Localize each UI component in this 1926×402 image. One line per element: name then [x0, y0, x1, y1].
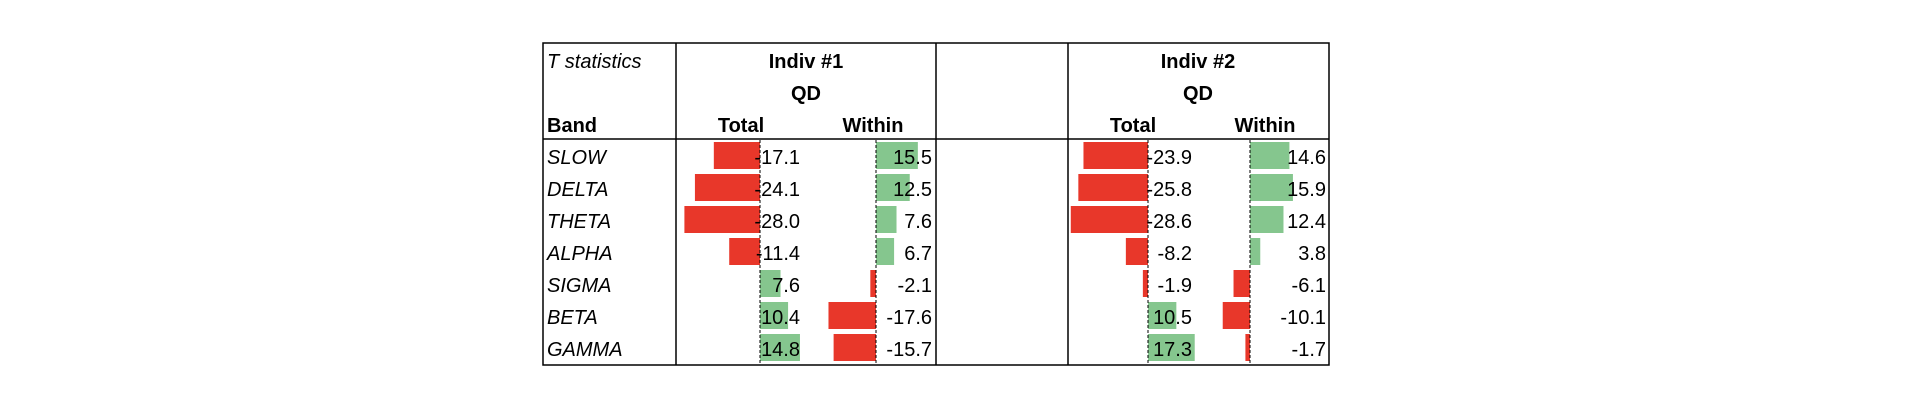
- table-row: GAMMA 14.8 -15.7 17.3 -1.7: [547, 339, 1326, 361]
- zero-axis-layer: [759, 140, 1251, 365]
- bar-gamma-indiv2-within: [1245, 334, 1250, 361]
- table-grid: [542, 42, 1330, 366]
- value-label-indiv1-within: 6.7: [904, 243, 932, 265]
- bar-alpha-indiv1-total: [729, 238, 760, 265]
- value-label-indiv2-total: -25.8: [1146, 179, 1192, 201]
- value-label-indiv2-within: 12.4: [1287, 211, 1326, 233]
- table-row: SLOW -17.1 15.5 -23.9 14.6: [547, 147, 1326, 169]
- band-label: GAMMA: [547, 339, 623, 361]
- bar-sigma-indiv1-total: [760, 270, 781, 297]
- table-body: SLOW -17.1 15.5 -23.9 14.6 DELTA -24.1 12.5 -25.…: [546, 147, 1326, 361]
- group-1-total-header: Total: [718, 115, 764, 137]
- value-label-indiv2-total: -1.9: [1158, 275, 1192, 297]
- bar-beta-indiv2-total: [1148, 302, 1177, 329]
- table-row: DELTA -24.1 12.5 -25.8 15.9: [547, 179, 1326, 201]
- bar-theta-indiv2-within: [1250, 206, 1284, 233]
- value-label-indiv1-within: 15.5: [893, 147, 932, 169]
- bar-slow-indiv1-total: [713, 142, 760, 169]
- table-row: THETA -28.0 7.6 -28.6 12.4: [547, 211, 1326, 233]
- value-label-indiv2-within: 3.8: [1298, 243, 1326, 265]
- bar-delta-indiv1-within: [876, 174, 910, 201]
- value-label-indiv1-within: 7.6: [904, 211, 932, 233]
- data-bars-layer: [684, 142, 1293, 361]
- value-label-indiv1-total: -28.0: [754, 211, 800, 233]
- band-label: THETA: [547, 211, 611, 233]
- table-row: ALPHA -11.4 6.7 -8.2 3.8: [546, 243, 1326, 265]
- band-header: Band: [547, 115, 597, 137]
- bar-delta-indiv2-within: [1250, 174, 1293, 201]
- bar-theta-indiv1-total: [684, 206, 760, 233]
- group-1-within-header: Within: [843, 115, 904, 137]
- value-label-indiv1-within: 12.5: [893, 179, 932, 201]
- value-label-indiv2-within: 14.6: [1287, 147, 1326, 169]
- bar-sigma-indiv2-total: [1142, 270, 1148, 297]
- bar-slow-indiv2-within: [1250, 142, 1290, 169]
- value-label-indiv1-total: 14.8: [761, 339, 800, 361]
- bar-sigma-indiv1-within: [870, 270, 876, 297]
- value-label-indiv1-within: -17.6: [886, 307, 932, 329]
- value-label-indiv1-within: -15.7: [886, 339, 932, 361]
- value-label-indiv1-total: -17.1: [754, 147, 800, 169]
- band-label: SLOW: [547, 147, 608, 169]
- value-label-indiv1-total: 7.6: [772, 275, 800, 297]
- bar-slow-indiv1-within: [876, 142, 918, 169]
- value-label-indiv1-within: -2.1: [898, 275, 932, 297]
- group-2-subtitle: QD: [1183, 83, 1213, 105]
- table-row: SIGMA 7.6 -2.1 -1.9 -6.1: [547, 275, 1326, 297]
- bar-beta-indiv1-total: [760, 302, 789, 329]
- value-label-indiv2-within: -10.1: [1280, 307, 1326, 329]
- bar-delta-indiv1-total: [694, 174, 760, 201]
- group-2-within-header: Within: [1235, 115, 1296, 137]
- bar-delta-indiv2-total: [1078, 174, 1148, 201]
- value-label-indiv2-total: 10.5: [1153, 307, 1192, 329]
- band-label: SIGMA: [547, 275, 611, 297]
- bar-alpha-indiv2-total: [1125, 238, 1148, 265]
- bar-gamma-indiv2-total: [1148, 334, 1195, 361]
- bar-gamma-indiv1-within: [833, 334, 876, 361]
- bar-slow-indiv2-total: [1083, 142, 1148, 169]
- value-label-indiv2-total: -23.9: [1146, 147, 1192, 169]
- table-row: BETA 10.4 -17.6 10.5 -10.1: [547, 307, 1326, 329]
- value-label-indiv2-within: -6.1: [1292, 275, 1326, 297]
- bar-theta-indiv2-total: [1070, 206, 1148, 233]
- band-label: DELTA: [547, 179, 609, 201]
- bar-beta-indiv1-within: [828, 302, 876, 329]
- value-label-indiv2-within: -1.7: [1292, 339, 1326, 361]
- value-label-indiv2-within: 15.9: [1287, 179, 1326, 201]
- bar-alpha-indiv1-within: [876, 238, 895, 265]
- value-label-indiv2-total: 17.3: [1153, 339, 1192, 361]
- value-label-indiv2-total: -28.6: [1146, 211, 1192, 233]
- value-label-indiv2-total: -8.2: [1158, 243, 1192, 265]
- band-label: ALPHA: [546, 243, 613, 265]
- value-label-indiv1-total: 10.4: [761, 307, 800, 329]
- value-label-indiv1-total: -11.4: [756, 243, 800, 265]
- bar-theta-indiv1-within: [876, 206, 897, 233]
- group-1-title: Indiv #1: [769, 51, 843, 73]
- bar-gamma-indiv1-total: [760, 334, 800, 361]
- group-1-subtitle: QD: [791, 83, 821, 105]
- group-2-total-header: Total: [1110, 115, 1156, 137]
- corner-title: T statistics: [547, 51, 641, 73]
- value-label-indiv1-total: -24.1: [754, 179, 800, 201]
- group-2-title: Indiv #2: [1161, 51, 1235, 73]
- bar-beta-indiv2-within: [1222, 302, 1250, 329]
- bar-sigma-indiv2-within: [1233, 270, 1250, 297]
- bar-alpha-indiv2-within: [1250, 238, 1261, 265]
- band-label: BETA: [547, 307, 598, 329]
